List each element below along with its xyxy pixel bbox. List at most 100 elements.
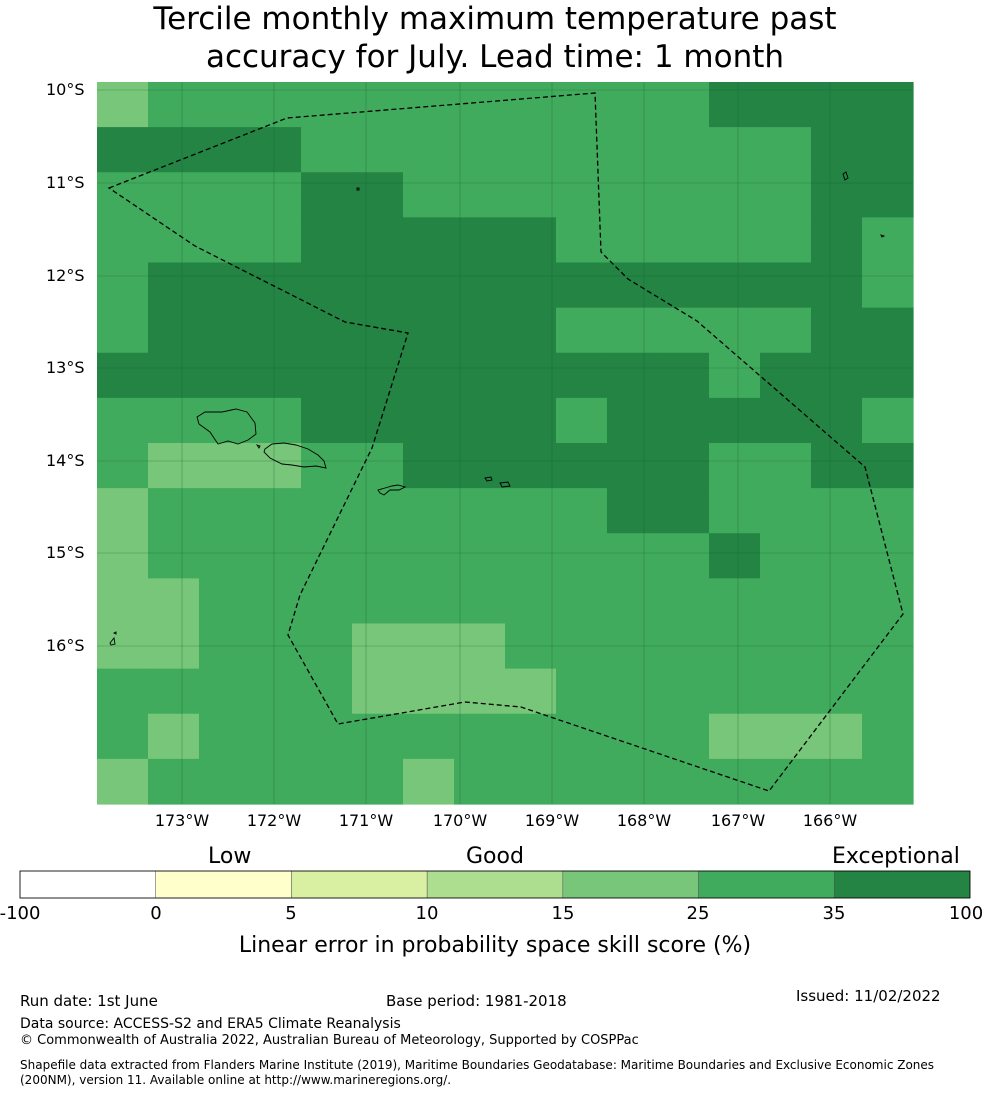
grid-cell — [352, 262, 404, 309]
lon-label: 166°W — [802, 811, 858, 830]
grid-cell — [709, 713, 761, 760]
grid-cell — [301, 443, 353, 489]
grid-cell — [403, 262, 455, 309]
grid-cell — [505, 127, 557, 173]
grid-cell — [454, 352, 506, 399]
grid-cell — [505, 172, 557, 218]
grid-cell — [607, 713, 659, 760]
grid-cell — [709, 172, 761, 218]
grid-cell — [607, 623, 659, 670]
grid-cell — [811, 217, 863, 264]
island-west-atoll — [109, 631, 117, 646]
grid-cell — [862, 578, 914, 625]
grid-cell — [403, 172, 455, 218]
colorbar-swatch — [19, 870, 156, 899]
base-period: Base period: 1981-2018 — [386, 992, 567, 1010]
grid-cell — [199, 488, 251, 534]
grid-cell — [811, 82, 863, 128]
grid-cell — [811, 668, 863, 715]
lon-label: 170°W — [432, 811, 488, 830]
grid-cell — [301, 668, 353, 715]
grid-cell — [709, 352, 761, 399]
grid-cell — [97, 262, 149, 309]
grid-cell — [301, 307, 353, 354]
grid-cell — [658, 127, 710, 173]
grid-cell — [709, 217, 761, 264]
island-swains — [356, 187, 360, 191]
grid-cell — [760, 217, 812, 264]
grid-cell — [454, 217, 506, 264]
grid-cell — [97, 623, 149, 670]
grid-cell — [250, 758, 302, 805]
grid-cell — [811, 262, 863, 309]
grid-cell — [454, 533, 506, 579]
grid-cell — [301, 758, 353, 805]
grid-cell — [454, 397, 506, 444]
grid-cell — [454, 127, 506, 173]
grid-cell — [760, 578, 812, 625]
grid-cell — [556, 127, 608, 173]
lat-label: 16°S — [46, 636, 85, 655]
grid-cell — [352, 713, 404, 760]
lon-label: 168°W — [616, 811, 672, 830]
grid-cell — [709, 307, 761, 354]
grid-cell — [505, 397, 557, 444]
colorbar-tick: 0 — [150, 903, 162, 924]
grid-cell — [658, 172, 710, 218]
grid-cell — [505, 82, 557, 128]
grid-cell — [301, 397, 353, 444]
grid-cell — [250, 623, 302, 670]
grid-cell — [505, 623, 557, 670]
grid-cell — [403, 352, 455, 399]
grid-cell — [760, 172, 812, 218]
grid-cell — [760, 443, 812, 489]
grid-cell — [505, 533, 557, 579]
grid-cell — [811, 172, 863, 218]
grid-cell — [709, 758, 761, 805]
grid-cell — [709, 488, 761, 534]
grid-cell — [658, 262, 710, 309]
grid-cell — [403, 713, 455, 760]
grid-cell — [403, 578, 455, 625]
grid-cell — [97, 713, 149, 760]
grid-cell — [97, 668, 149, 715]
grid-cell — [607, 127, 659, 173]
grid-cell — [658, 443, 710, 489]
grid-cell — [352, 578, 404, 625]
grid-cell — [658, 623, 710, 670]
grid-cell — [148, 533, 200, 579]
grid-cell — [505, 352, 557, 399]
grid-cell — [97, 578, 149, 625]
grid-cell — [556, 758, 608, 805]
grid-cell — [862, 127, 914, 173]
grid-cell — [505, 713, 557, 760]
grid-cell — [352, 127, 404, 173]
copyright: © Commonwealth of Australia 2022, Austra… — [20, 1033, 639, 1048]
grid-cell — [301, 262, 353, 309]
grid-cell — [811, 127, 863, 173]
grid-cell — [352, 668, 404, 715]
grid-cell — [199, 533, 251, 579]
island-tutuila — [377, 484, 407, 496]
grid-cell — [556, 262, 608, 309]
grid-cell — [862, 307, 914, 354]
grid-cell — [454, 172, 506, 218]
grid-cell — [199, 217, 251, 264]
grid-cell — [811, 623, 863, 670]
grid-cell — [607, 443, 659, 489]
grid-cell — [301, 217, 353, 264]
grid-cell — [760, 488, 812, 534]
grid-cell — [352, 352, 404, 399]
island-northeast-atoll — [842, 171, 849, 181]
grid-cell — [862, 397, 914, 444]
grid-cell — [97, 307, 149, 354]
grid-cell — [709, 533, 761, 579]
grid-cell — [148, 307, 200, 354]
grid-cell — [709, 578, 761, 625]
run-date: Run date: 1st June — [20, 992, 158, 1010]
colorbar-tick: 35 — [822, 903, 846, 924]
grid-cell — [403, 668, 455, 715]
island-tau — [499, 481, 511, 488]
grid-cell — [505, 307, 557, 354]
grid-cell — [607, 217, 659, 264]
